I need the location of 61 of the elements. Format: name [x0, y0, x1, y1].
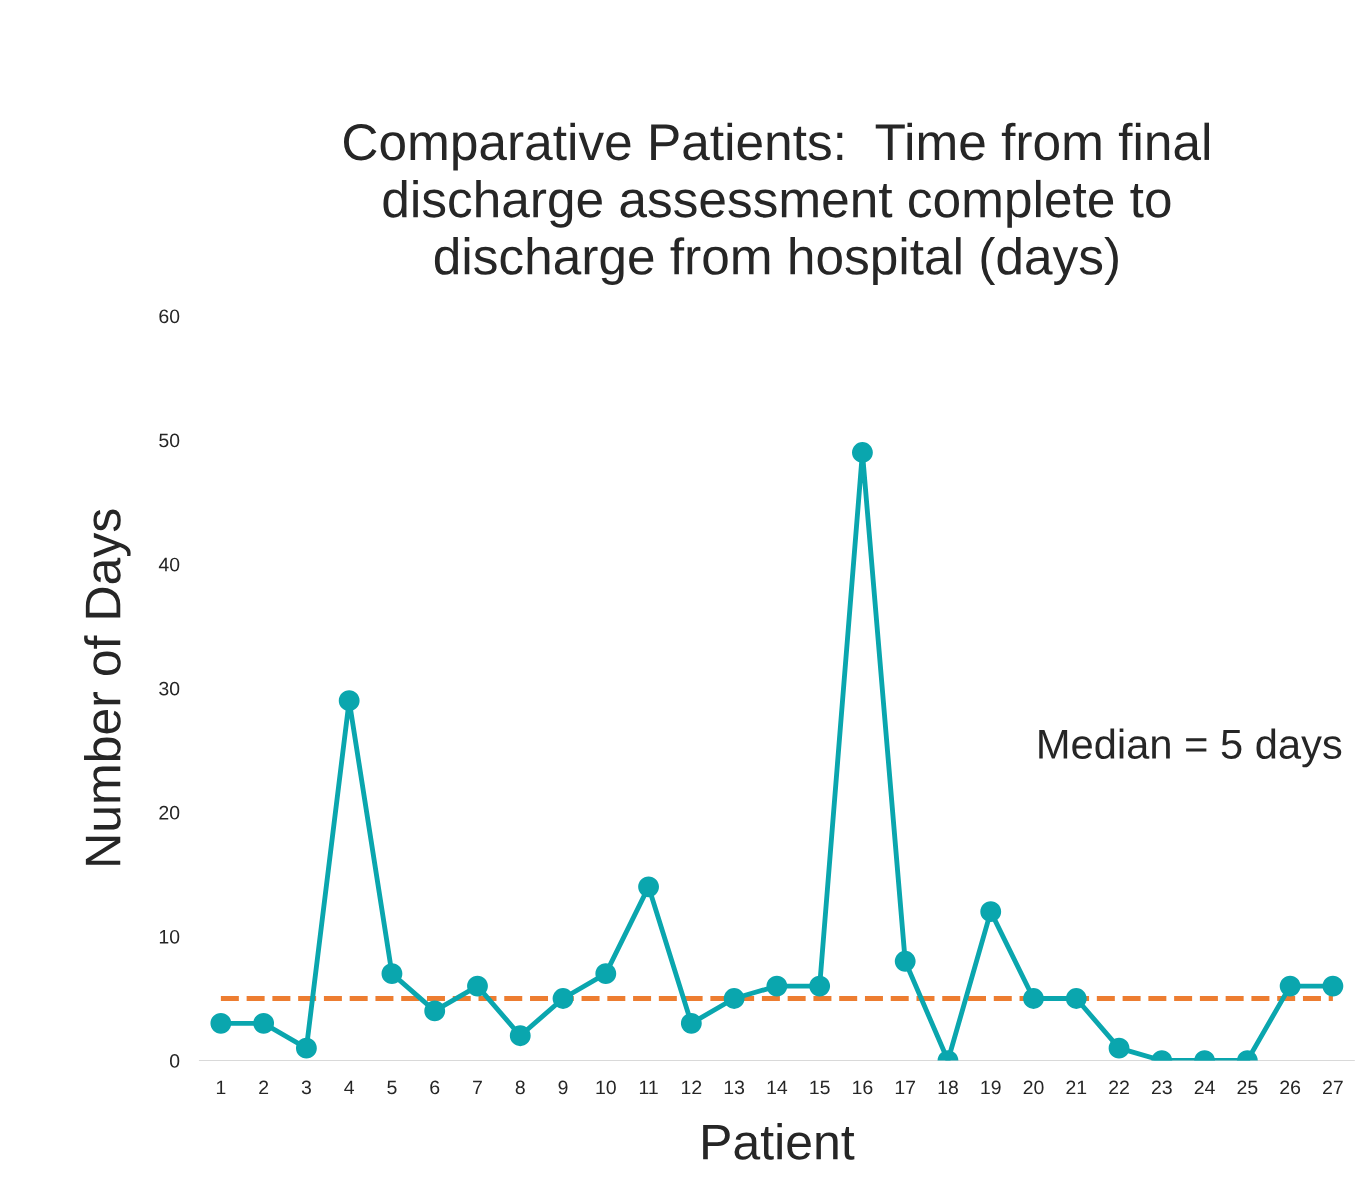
x-tick-label: 5	[387, 1080, 397, 1095]
x-tick-label: 1	[216, 1080, 226, 1095]
point	[1065, 988, 1087, 1009]
x-tick-label: 18	[938, 1080, 958, 1095]
point	[295, 1037, 317, 1059]
point	[210, 1012, 232, 1034]
point	[894, 950, 916, 972]
x-tick-label: 9	[558, 1080, 568, 1095]
point	[809, 975, 831, 997]
point	[467, 975, 488, 997]
x-tick-label: 10	[596, 1080, 616, 1095]
x-tick-label: 14	[767, 1080, 788, 1095]
y-tick-label: 30	[159, 681, 180, 696]
x-tick-label: 3	[301, 1080, 311, 1095]
x-tick-label: 15	[810, 1080, 830, 1095]
point	[595, 963, 617, 985]
point	[1279, 975, 1301, 997]
point	[509, 1025, 531, 1047]
point	[680, 1012, 702, 1034]
x-tick-label: 6	[430, 1080, 440, 1095]
x-tick-label: 13	[724, 1080, 745, 1095]
annotation: Median = 5 days	[1039, 728, 1342, 768]
x-tick-label: 20	[1023, 1080, 1044, 1095]
x-tick-label: 22	[1109, 1080, 1129, 1095]
point	[980, 901, 1002, 923]
point	[852, 442, 873, 463]
y-tick-label: 20	[159, 805, 180, 820]
x-tick-label: 11	[639, 1080, 658, 1095]
x-tick-label: 19	[981, 1080, 1001, 1095]
y-tick-label: 60	[159, 309, 180, 324]
point	[381, 963, 403, 985]
x-tick-label: 7	[473, 1080, 482, 1095]
x-tick-label: 23	[1151, 1080, 1172, 1095]
point	[723, 988, 745, 1009]
x-tick-label: 17	[895, 1080, 916, 1095]
y-tick-label: 10	[159, 929, 180, 944]
point	[338, 690, 360, 712]
x-axis-title: Patient	[703, 1123, 855, 1160]
point	[253, 1012, 275, 1034]
x-tick-label: 26	[1280, 1080, 1301, 1095]
x-tick-label: 21	[1066, 1080, 1087, 1095]
x-tick-label: 2	[259, 1080, 269, 1095]
point	[552, 988, 574, 1009]
point	[638, 876, 659, 898]
point	[1023, 988, 1044, 1009]
x-tick-label: 8	[515, 1080, 525, 1095]
point	[424, 1000, 446, 1022]
chart-title: Comparative Patients: Time from final discharge assessment complete to discharge from hospital (days)	[343, 122, 1210, 285]
point	[1322, 975, 1344, 997]
y-axis-title: Number of Days	[84, 509, 131, 865]
x-tick-label: 24	[1194, 1080, 1215, 1095]
x-tick-label: 25	[1237, 1080, 1258, 1095]
x-tick-label: 27	[1323, 1080, 1343, 1095]
y-tick-label: 40	[158, 557, 180, 572]
y-tick-label: 0	[169, 1054, 180, 1068]
x-tick-label: 12	[682, 1080, 702, 1095]
point	[766, 975, 788, 997]
x-tick-label: 4	[344, 1080, 355, 1095]
y-tick-label: 50	[159, 433, 180, 448]
x-tick-label: 16	[853, 1080, 873, 1095]
point	[1108, 1037, 1130, 1059]
